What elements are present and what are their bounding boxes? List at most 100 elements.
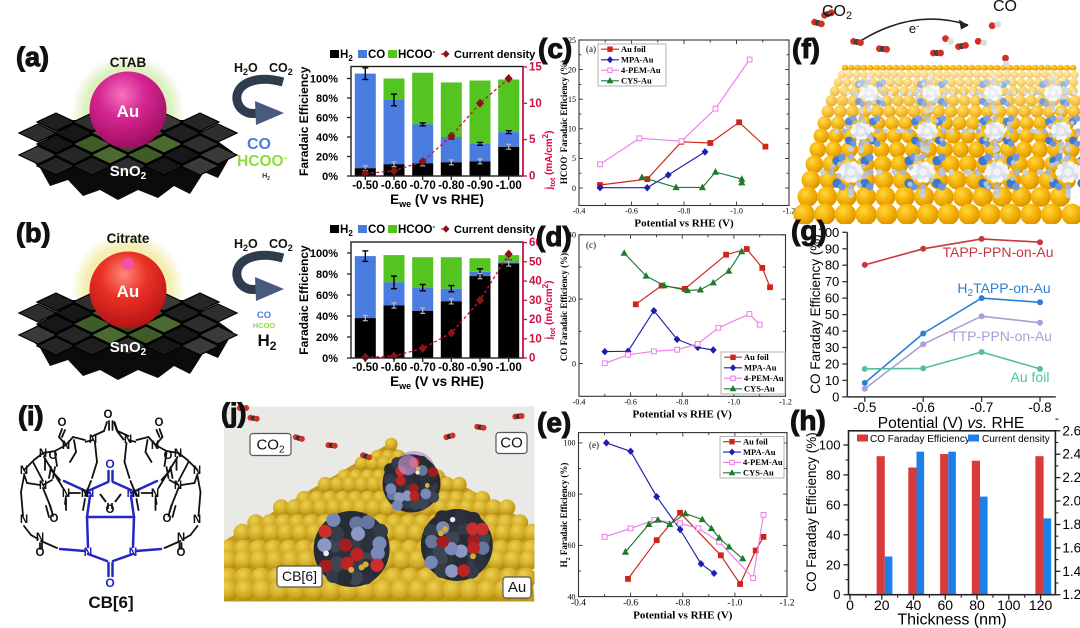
svg-text:Au: Au [508, 579, 526, 596]
svg-text:(a): (a) [586, 44, 596, 54]
svg-text:0%: 0% [322, 171, 338, 183]
svg-text:CO2: CO2 [822, 3, 852, 22]
svg-text:30: 30 [825, 340, 839, 355]
svg-text:HCOO-: HCOO- [398, 47, 436, 61]
svg-text:100%: 100% [310, 248, 338, 260]
svg-text:-0.70: -0.70 [410, 180, 436, 192]
svg-text:90: 90 [825, 241, 839, 256]
svg-text:0: 0 [832, 389, 839, 404]
svg-text:N: N [177, 532, 185, 544]
svg-text:Au foil: Au foil [744, 352, 769, 362]
svg-text:-0.70: -0.70 [410, 362, 436, 374]
svg-text:H2 Faradaic Efficiency (%): H2 Faradaic Efficiency (%) [559, 463, 572, 568]
svg-text:jtot (mA/cm2): jtot (mA/cm2) [541, 131, 557, 191]
svg-text:HCOO-: HCOO- [398, 222, 436, 236]
svg-text:-0.60: -0.60 [381, 362, 407, 374]
svg-text:80: 80 [826, 467, 840, 482]
svg-text:Ewe (V vs RHE): Ewe (V vs RHE) [390, 374, 484, 391]
svg-text:H2O: H2O [234, 237, 258, 253]
svg-text:80%: 80% [316, 93, 338, 105]
svg-text:(g): (g) [791, 215, 827, 246]
svg-text:O: O [155, 417, 164, 429]
svg-text:100%: 100% [310, 74, 338, 86]
svg-text:60: 60 [568, 541, 576, 550]
svg-text:N: N [20, 465, 28, 477]
svg-text:40%: 40% [316, 311, 338, 323]
svg-text:jtot (mA/cm2): jtot (mA/cm2) [541, 281, 557, 341]
svg-text:CB[6]: CB[6] [282, 568, 317, 584]
svg-text:15: 15 [529, 61, 542, 73]
svg-text:20: 20 [529, 314, 542, 326]
svg-text:1.6: 1.6 [1062, 540, 1080, 555]
svg-text:-0.50: -0.50 [352, 362, 378, 374]
svg-text:N: N [174, 480, 182, 492]
svg-text:-1.00: -1.00 [496, 180, 522, 192]
svg-text:N: N [193, 465, 201, 477]
svg-text:Faradaic Efficiency: Faradaic Efficiency [297, 245, 311, 355]
svg-text:20: 20 [825, 357, 839, 372]
svg-text:N: N [174, 448, 182, 460]
svg-text:CO: CO [257, 310, 271, 321]
svg-text:25: 25 [568, 36, 576, 45]
svg-text:80: 80 [969, 597, 985, 613]
svg-text:120: 120 [1029, 597, 1053, 613]
svg-text:N: N [36, 532, 44, 544]
svg-text:-0.4: -0.4 [573, 207, 586, 216]
svg-text:HCOO-: HCOO- [237, 153, 287, 170]
svg-text:-0.80: -0.80 [438, 362, 464, 374]
svg-text:40: 40 [568, 592, 576, 601]
svg-text:N: N [86, 486, 95, 500]
svg-text:-0.5: -0.5 [853, 400, 876, 415]
svg-text:CYS-Au: CYS-Au [621, 76, 652, 86]
svg-text:-0.80: -0.80 [438, 180, 464, 192]
svg-text:Current density: Current density [454, 49, 536, 61]
svg-text:N: N [124, 434, 132, 446]
svg-text:30: 30 [529, 295, 542, 307]
svg-text:0: 0 [833, 587, 840, 602]
svg-text:N: N [193, 514, 201, 526]
svg-text:10: 10 [568, 125, 576, 134]
svg-text:60%: 60% [316, 113, 338, 125]
svg-text:-1.00: -1.00 [496, 362, 522, 374]
svg-text:20: 20 [568, 65, 576, 74]
svg-text:-0.6: -0.6 [624, 398, 637, 407]
svg-text:100: 100 [818, 225, 840, 240]
svg-text:O: O [105, 457, 114, 471]
svg-text:HCOO- Faradaic Efficiency (%): HCOO- Faradaic Efficiency (%) [559, 60, 569, 184]
svg-text:20: 20 [826, 557, 840, 572]
svg-text:1.2: 1.2 [1062, 587, 1080, 602]
svg-text:80: 80 [568, 490, 576, 499]
svg-text:(a): (a) [16, 42, 49, 72]
svg-text:0: 0 [846, 597, 854, 613]
svg-text:Faradaic Efficiency: Faradaic Efficiency [297, 66, 311, 176]
svg-text:N: N [84, 545, 93, 559]
svg-text:40%: 40% [316, 132, 338, 144]
svg-text:N: N [62, 440, 70, 452]
svg-text:(i): (i) [18, 401, 43, 431]
svg-text:SnO2: SnO2 [110, 163, 147, 182]
svg-text:O: O [58, 417, 67, 429]
svg-text:HCOO: HCOO [253, 321, 276, 330]
svg-text:MPA-Au: MPA-Au [744, 363, 777, 373]
svg-text:CO Faraday Efficiency (%): CO Faraday Efficiency (%) [804, 432, 819, 592]
svg-text:60: 60 [938, 597, 954, 613]
svg-text:H2O: H2O [234, 61, 258, 77]
svg-text:40: 40 [825, 324, 839, 339]
svg-text:-0.8: -0.8 [675, 599, 690, 609]
svg-text:O: O [105, 576, 114, 590]
svg-text:e-: e- [909, 21, 919, 36]
svg-text:Potential vs RHE (V): Potential vs RHE (V) [634, 218, 734, 230]
svg-text:TTP-PPN-on-Au: TTP-PPN-on-Au [950, 328, 1052, 344]
svg-text:4-PEM-Au: 4-PEM-Au [744, 373, 784, 383]
svg-text:60%: 60% [316, 290, 338, 302]
svg-text:Au foil: Au foil [743, 437, 768, 447]
svg-text:MPA-Au: MPA-Au [621, 55, 654, 65]
svg-text:10: 10 [529, 98, 542, 110]
svg-text:80: 80 [825, 258, 839, 273]
svg-text:80%: 80% [316, 269, 338, 281]
svg-text:2.6: 2.6 [1062, 423, 1080, 438]
svg-text:N: N [39, 448, 47, 460]
svg-text:O: O [177, 547, 186, 559]
svg-text:Thickness (nm): Thickness (nm) [897, 612, 1006, 628]
svg-text:-1.2: -1.2 [779, 398, 792, 407]
